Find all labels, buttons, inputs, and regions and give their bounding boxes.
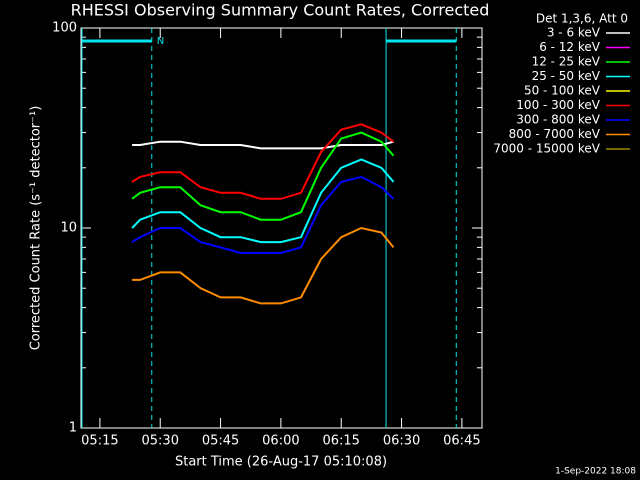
footer: 1-Sep-2022 18:08 [555, 467, 636, 477]
plot-frame [80, 27, 483, 429]
legend-label: 3 - 6 keV [547, 26, 601, 40]
legend-label: 300 - 800 keV [516, 113, 600, 127]
legend-label: 12 - 25 keV [532, 55, 601, 69]
x-tick-label: 06:15 [322, 434, 359, 449]
legend-label: 100 - 300 keV [516, 98, 600, 112]
night-label: N [157, 36, 164, 47]
series-line [131, 158, 395, 244]
x-tick-label: 05:30 [142, 434, 179, 449]
legend-label: 7000 - 15000 keV [493, 142, 600, 156]
y-tick-label: 1 [69, 421, 77, 436]
y-axis-label: Corrected Count Rate (s⁻¹ detector⁻¹) [29, 106, 44, 351]
x-tick-label: 06:30 [383, 434, 420, 449]
legend-label: 25 - 50 keV [532, 69, 601, 83]
x-tick-label: 05:15 [81, 434, 118, 449]
x-tick-label: 06:45 [443, 434, 480, 449]
series-line [131, 131, 395, 221]
legend-label: 50 - 100 keV [524, 84, 601, 98]
series-line [132, 226, 395, 305]
series-line [131, 123, 395, 200]
x-tick-label: 06:00 [262, 434, 299, 449]
x-axis-label: Start Time (26-Aug-17 05:10:08) [175, 455, 387, 470]
legend-title: Det 1,3,6, Att 0 [536, 12, 628, 26]
y-tick-label: 10 [60, 221, 77, 236]
legend-label: 800 - 7000 keV [509, 127, 601, 141]
x-tick-label: 05:45 [202, 434, 239, 449]
y-tick-label: 100 [52, 21, 77, 36]
series-line [132, 140, 394, 150]
series-line [131, 175, 395, 254]
chart-title: RHESSI Observing Summary Count Rates, Co… [71, 1, 490, 20]
legend-label: 6 - 12 keV [539, 40, 601, 54]
